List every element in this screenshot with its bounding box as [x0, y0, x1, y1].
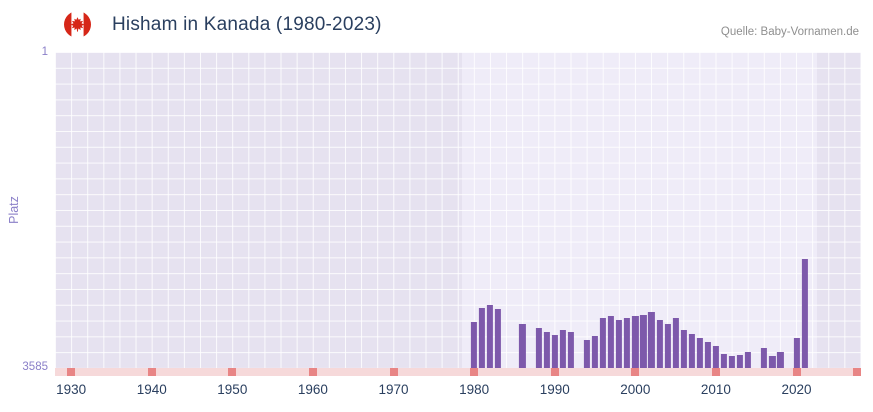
- bar-1986[interactable]: [519, 324, 526, 368]
- bar-1992[interactable]: [567, 331, 574, 368]
- source-credit: Quelle: Baby-Vornamen.de: [720, 26, 859, 38]
- no-data-marker-1970: [389, 368, 398, 376]
- bar-1999[interactable]: [624, 318, 631, 368]
- y-axis-min-label: 3585: [22, 361, 48, 373]
- no-data-marker-1940: [147, 368, 156, 376]
- x-tick-1980: 1980: [459, 382, 490, 397]
- bar-2011[interactable]: [720, 353, 728, 368]
- bar-2002[interactable]: [648, 312, 655, 368]
- bar-2013[interactable]: [737, 355, 744, 368]
- bar-2018[interactable]: [777, 352, 784, 368]
- x-axis-labels: 1930 1940 1950 1960 1970 1980 1990 2000 2010 2020: [55, 382, 861, 402]
- bar-2009[interactable]: [704, 342, 711, 368]
- no-data-marker-2020: [792, 368, 801, 376]
- y-axis-max-label: 1: [41, 46, 48, 58]
- bars-container: [55, 52, 861, 368]
- no-data-marker-1960: [308, 368, 317, 376]
- x-tick-1960: 1960: [297, 382, 328, 397]
- no-data-marker-1950: [228, 368, 237, 376]
- bar-2006[interactable]: [680, 330, 687, 368]
- canada-flag-icon: [64, 11, 91, 38]
- bar-1998[interactable]: [616, 319, 623, 368]
- x-tick-2000: 2000: [620, 382, 651, 397]
- plot-area: [55, 52, 861, 368]
- bar-2012[interactable]: [728, 356, 736, 368]
- bar-2004[interactable]: [664, 323, 671, 368]
- bar-1980[interactable]: [471, 321, 478, 368]
- bar-2005[interactable]: [672, 318, 679, 368]
- bar-2003[interactable]: [656, 319, 663, 368]
- x-tick-2020: 2020: [781, 382, 812, 397]
- chart-title: Hisham in Kanada (1980-2023): [112, 14, 382, 35]
- bar-1991[interactable]: [559, 330, 566, 368]
- no-data-marker-end: [853, 368, 861, 376]
- bar-2000[interactable]: [632, 315, 639, 368]
- bar-1982[interactable]: [487, 304, 494, 368]
- no-data-marker-2000: [631, 368, 640, 376]
- bar-2021[interactable]: [801, 259, 808, 368]
- bar-1994[interactable]: [583, 339, 591, 368]
- bar-1988[interactable]: [535, 327, 542, 368]
- x-tick-2010: 2010: [700, 382, 731, 397]
- bar-1989[interactable]: [543, 331, 550, 368]
- bar-1996[interactable]: [599, 318, 607, 368]
- bar-2014[interactable]: [745, 352, 752, 368]
- bar-1997[interactable]: [608, 315, 615, 368]
- x-tick-1970: 1970: [378, 382, 409, 397]
- x-tick-1930: 1930: [56, 382, 87, 397]
- bar-1995[interactable]: [591, 335, 599, 368]
- no-data-marker-1930: [67, 368, 76, 376]
- bar-2016[interactable]: [761, 348, 768, 368]
- bar-2008[interactable]: [696, 338, 703, 368]
- gridlines: [55, 52, 861, 368]
- bar-2007[interactable]: [688, 334, 695, 368]
- x-tick-1940: 1940: [136, 382, 167, 397]
- y-axis-title: Platz: [7, 196, 21, 224]
- bar-2017[interactable]: [769, 356, 776, 368]
- x-tick-1990: 1990: [539, 382, 570, 397]
- bar-2001[interactable]: [640, 315, 647, 368]
- no-data-marker-2010: [711, 368, 720, 376]
- no-data-marker-1980: [470, 368, 479, 376]
- bar-1983[interactable]: [495, 309, 502, 368]
- bar-1981[interactable]: [479, 307, 486, 368]
- chart-header: Hisham in Kanada (1980-2023) Quelle: Bab…: [0, 0, 873, 50]
- bar-1990[interactable]: [551, 334, 558, 368]
- bar-2010[interactable]: [712, 345, 719, 368]
- bar-2020[interactable]: [793, 338, 800, 368]
- no-data-marker-1990: [550, 368, 559, 376]
- x-tick-1950: 1950: [217, 382, 248, 397]
- no-data-strip: [55, 368, 861, 376]
